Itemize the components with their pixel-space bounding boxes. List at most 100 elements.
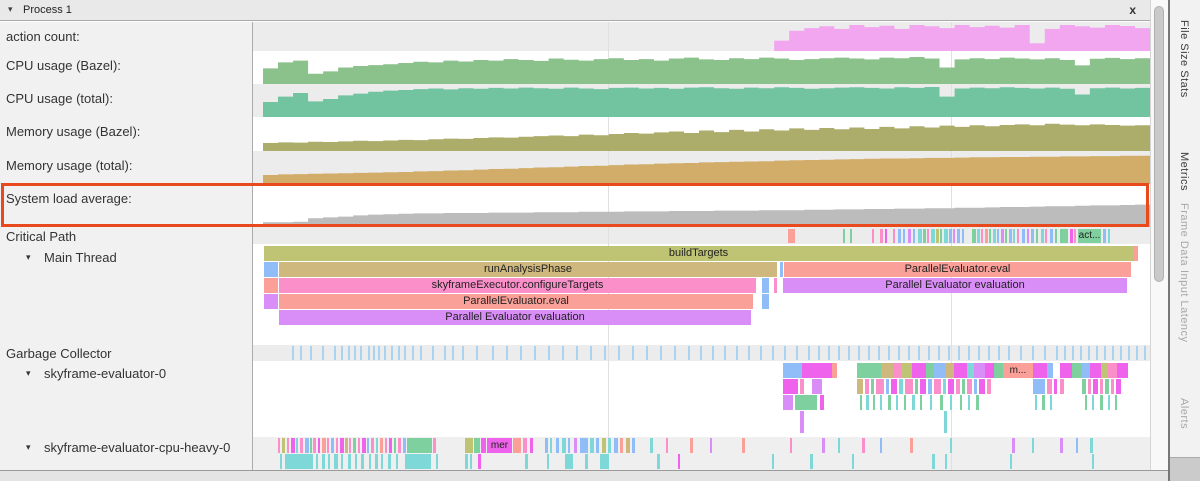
skyframe-evaluator-0-bar[interactable]: [960, 395, 962, 410]
cpu-heavy-bar[interactable]: [910, 438, 913, 453]
cpu-heavy-bar[interactable]: [318, 438, 320, 453]
skyframe-evaluator-0-bar[interactable]: [812, 379, 822, 394]
critical-path-tick[interactable]: [944, 229, 948, 243]
cpu-heavy-bar[interactable]: [650, 438, 653, 453]
gc-tick[interactable]: [968, 346, 970, 360]
cpu-heavy-bar[interactable]: [280, 454, 282, 469]
tab-frame-data[interactable]: Frame Data: [1178, 203, 1190, 267]
skyframe-evaluator-0-bar[interactable]: [1047, 379, 1052, 394]
cpu-heavy-bar[interactable]: [285, 454, 313, 469]
skyframe-evaluator-0-bar[interactable]: [795, 395, 817, 410]
gc-tick[interactable]: [908, 346, 910, 360]
skyframe-evaluator-0-bar[interactable]: [928, 379, 932, 394]
main-thread-bar[interactable]: [1133, 246, 1138, 261]
critical-path-tick[interactable]: [949, 229, 952, 243]
skyframe-evaluator-0-bar[interactable]: [1117, 363, 1128, 378]
cpu-heavy-bar[interactable]: [376, 438, 378, 453]
skyframe-evaluator-0-bar[interactable]: [891, 379, 897, 394]
collapse-main-thread-icon[interactable]: ▾: [26, 252, 31, 262]
cpu-heavy-bar[interactable]: [565, 454, 573, 469]
cpu-heavy-bar[interactable]: [742, 438, 745, 453]
cpu-heavy-bar[interactable]: [657, 454, 660, 469]
skyframe-evaluator-0-bar[interactable]: [954, 363, 967, 378]
cpu-heavy-bar[interactable]: [790, 438, 792, 453]
critical-path-tick[interactable]: [1017, 229, 1019, 243]
critical-path-tick[interactable]: [843, 229, 845, 243]
critical-path-tick[interactable]: [1060, 229, 1068, 243]
skyframe-evaluator-0-bar[interactable]: [926, 363, 934, 378]
skyframe-evaluator-0-bar[interactable]: [1108, 395, 1110, 410]
cpu-heavy-bar[interactable]: [278, 438, 280, 453]
cpu-heavy-bar[interactable]: [433, 438, 436, 453]
cpu-heavy-bar[interactable]: [1090, 438, 1093, 453]
gc-tick[interactable]: [724, 346, 726, 360]
gc-tick[interactable]: [373, 346, 375, 360]
skyframe-evaluator-0-bar[interactable]: [1060, 363, 1072, 378]
gc-tick[interactable]: [938, 346, 940, 360]
critical-path-tick[interactable]: [923, 229, 926, 243]
critical-path-tick[interactable]: [880, 229, 883, 243]
skyframe-evaluator-0-bar[interactable]: [860, 395, 862, 410]
critical-path-tick[interactable]: [940, 229, 942, 243]
cpu-heavy-bar[interactable]: [590, 438, 594, 453]
main-thread-bar[interactable]: [264, 278, 278, 293]
cpu-heavy-bar[interactable]: [375, 454, 378, 469]
skyframe-evaluator-0-bar[interactable]: [994, 363, 1003, 378]
gc-tick[interactable]: [818, 346, 820, 360]
gc-tick[interactable]: [808, 346, 810, 360]
skyframe-evaluator-0-bar[interactable]: [857, 379, 863, 394]
skyframe-evaluator-0-bar-m[interactable]: m...: [1003, 363, 1033, 378]
gc-tick[interactable]: [796, 346, 798, 360]
cpu-heavy-bar[interactable]: [300, 438, 303, 453]
gc-tick[interactable]: [748, 346, 750, 360]
skyframe-evaluator-0-bar[interactable]: [943, 379, 946, 394]
cpu-heavy-bar[interactable]: [465, 454, 468, 469]
critical-path-tick[interactable]: [993, 229, 996, 243]
critical-path-tick[interactable]: [1031, 229, 1034, 243]
cpu-heavy-bar[interactable]: [282, 438, 285, 453]
gc-tick[interactable]: [1112, 346, 1114, 360]
cpu-heavy-bar[interactable]: [678, 454, 680, 469]
critical-path-tick[interactable]: [1041, 229, 1044, 243]
skyframe-evaluator-0-bar[interactable]: [904, 395, 906, 410]
cpu-heavy-bar[interactable]: [1010, 454, 1012, 469]
skyframe-evaluator-0-bar[interactable]: [1116, 379, 1121, 394]
cpu-heavy-bar[interactable]: [580, 438, 588, 453]
gc-tick[interactable]: [412, 346, 414, 360]
skyframe-evaluator-0-bar[interactable]: [876, 379, 884, 394]
skyframe-evaluator-0-bar[interactable]: [1085, 395, 1087, 410]
skyframe-evaluator-0-bar[interactable]: [1100, 395, 1103, 410]
gc-tick[interactable]: [618, 346, 620, 360]
tab-input-latency[interactable]: Input Latency: [1178, 270, 1190, 343]
cpu-heavy-bar[interactable]: [322, 438, 326, 453]
cpu-heavy-bar[interactable]: [568, 438, 570, 453]
gc-tick[interactable]: [958, 346, 960, 360]
cpu-heavy-bar[interactable]: [530, 438, 533, 453]
critical-path-tick[interactable]: [908, 229, 911, 243]
critical-path-tick[interactable]: [898, 229, 901, 243]
skyframe-evaluator-0-bar[interactable]: [930, 395, 932, 410]
gc-tick[interactable]: [590, 346, 592, 360]
gc-tick[interactable]: [878, 346, 880, 360]
vertical-scrollbar-thumb[interactable]: [1154, 6, 1164, 282]
system-load-average-chart[interactable]: [263, 187, 1150, 227]
skyframe-evaluator-0-bar[interactable]: [866, 395, 869, 410]
skyframe-evaluator-0-bar[interactable]: [1105, 379, 1109, 394]
cpu-heavy-bar[interactable]: [287, 438, 289, 453]
cpu-heavy-bar[interactable]: [296, 438, 298, 453]
gc-tick[interactable]: [322, 346, 324, 360]
main-thread-bar-parallel-evaluator-evaluation[interactable]: Parallel Evaluator evaluation: [783, 278, 1127, 293]
critical-path-tick[interactable]: [977, 229, 980, 243]
gc-tick[interactable]: [368, 346, 370, 360]
skyframe-evaluator-0-bar[interactable]: [1090, 363, 1101, 378]
gc-tick[interactable]: [928, 346, 930, 360]
skyframe-evaluator-0-bar[interactable]: [896, 395, 898, 410]
close-icon[interactable]: x: [1129, 3, 1136, 17]
gc-tick[interactable]: [978, 346, 980, 360]
gc-tick[interactable]: [452, 346, 454, 360]
vertical-scrollbar[interactable]: [1150, 0, 1168, 470]
cpu-heavy-bar[interactable]: [470, 454, 472, 469]
cpu-heavy-bar[interactable]: [328, 454, 330, 469]
tab-alerts[interactable]: Alerts: [1178, 398, 1190, 430]
cpu-heavy-bar[interactable]: [436, 454, 438, 469]
